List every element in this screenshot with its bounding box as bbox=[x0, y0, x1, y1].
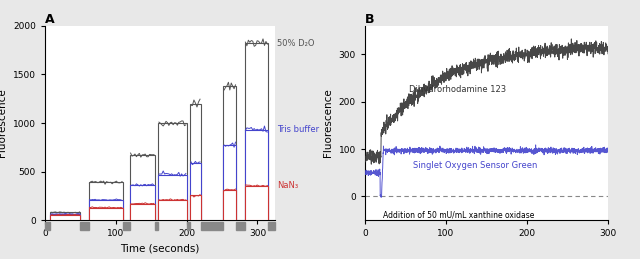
Text: A: A bbox=[45, 13, 54, 26]
Bar bbox=[158, 123, 187, 220]
Bar bbox=[190, 104, 201, 220]
Bar bbox=[244, 130, 268, 220]
X-axis label: Time (seconds): Time (seconds) bbox=[120, 244, 200, 254]
Bar bbox=[155, 222, 158, 230]
Bar bbox=[223, 190, 236, 220]
Bar bbox=[187, 222, 190, 230]
Bar bbox=[130, 185, 155, 220]
Bar bbox=[236, 222, 244, 230]
Bar bbox=[158, 175, 187, 220]
Text: Dihydrorhodamine 123: Dihydrorhodamine 123 bbox=[410, 85, 506, 94]
Bar bbox=[123, 222, 130, 230]
Text: B: B bbox=[365, 13, 374, 26]
Y-axis label: Fluorescence: Fluorescence bbox=[323, 89, 333, 157]
Bar bbox=[130, 155, 155, 220]
Bar bbox=[51, 215, 80, 220]
Text: Tris buffer: Tris buffer bbox=[277, 125, 319, 134]
Y-axis label: Fluorescence: Fluorescence bbox=[0, 89, 7, 157]
Bar bbox=[89, 200, 123, 220]
Bar bbox=[268, 222, 275, 230]
Bar bbox=[130, 204, 155, 220]
Bar bbox=[244, 43, 268, 220]
Text: NaN₃: NaN₃ bbox=[277, 181, 298, 190]
Bar bbox=[223, 145, 236, 220]
Bar bbox=[51, 212, 80, 220]
Bar bbox=[201, 222, 223, 230]
Bar bbox=[158, 200, 187, 220]
Text: Singlet Oxygen Sensor Green: Singlet Oxygen Sensor Green bbox=[413, 161, 538, 170]
Text: 50% D₂O: 50% D₂O bbox=[277, 39, 315, 48]
Bar bbox=[51, 214, 80, 220]
Bar bbox=[223, 86, 236, 220]
Bar bbox=[80, 222, 89, 230]
Text: Addition of 50 mU/mL xanthine oxidase: Addition of 50 mU/mL xanthine oxidase bbox=[383, 211, 534, 220]
Bar bbox=[89, 182, 123, 220]
Bar bbox=[45, 222, 51, 230]
Bar bbox=[244, 186, 268, 220]
Bar bbox=[190, 163, 201, 220]
Bar bbox=[190, 195, 201, 220]
Bar bbox=[89, 207, 123, 220]
